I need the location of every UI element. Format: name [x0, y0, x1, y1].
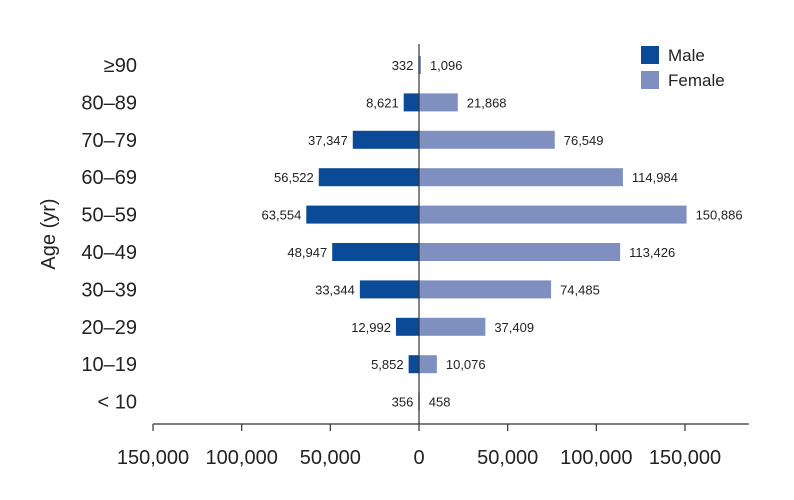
category-label-70-79: 70–79	[81, 130, 137, 152]
category-label--10: < 10	[98, 392, 137, 414]
x-tick-label-2: 50,000	[300, 447, 361, 469]
bar-female--90	[419, 56, 421, 74]
bar-female-50-59	[419, 205, 687, 224]
x-ticks-layer: 150,000 100,000 50,000 0 50,000 100,000 150,00…	[117, 424, 721, 469]
value-label-male-50-59: 63,554	[262, 208, 302, 223]
bar-male-80-89	[403, 93, 419, 112]
x-tick-label-5: 100,000	[560, 447, 632, 469]
x-tick-label-0: 150,000	[117, 447, 189, 469]
category-label--90: ≥90	[104, 55, 137, 77]
value-label-male-60-69: 56,522	[274, 170, 314, 185]
value-label-male-20-29: 12,992	[351, 320, 391, 335]
bar-female-30-39	[419, 280, 552, 299]
x-tick-label-1: 100,000	[206, 447, 278, 469]
x-tick-label-4: 50,000	[477, 447, 538, 469]
bar-male-50-59	[306, 205, 419, 224]
bar-female-70-79	[419, 130, 555, 149]
value-label-male--90: 332	[392, 58, 414, 73]
legend-swatch-male	[641, 46, 659, 64]
category-label-20-29: 20–29	[81, 317, 137, 339]
bar-male-10-19	[408, 355, 419, 374]
category-labels-layer: < 10 10–19 20–29 30–39 40–49 50–59 60–69 70–79 8…	[81, 55, 137, 414]
legend: Male Female	[641, 46, 725, 90]
value-label-male--10: 356	[392, 395, 414, 410]
value-label-male-30-39: 33,344	[315, 282, 355, 297]
bar-female-10-19	[419, 355, 437, 374]
bar-female-60-69	[419, 168, 623, 187]
value-label-female-50-59: 150,886	[696, 208, 743, 223]
value-label-female-60-69: 114,984	[632, 170, 678, 185]
y-axis-label: Age (yr)	[38, 198, 60, 269]
value-label-male-40-49: 48,947	[287, 245, 327, 260]
legend-label-female: Female	[668, 71, 725, 90]
value-label-female-10-19: 10,076	[446, 357, 486, 372]
value-label-female-30-39: 74,485	[560, 282, 600, 297]
category-label-10-19: 10–19	[81, 354, 137, 376]
value-label-female-80-89: 21,868	[467, 95, 507, 110]
value-label-female-40-49: 113,426	[629, 245, 675, 260]
value-label-female-20-29: 37,409	[494, 320, 534, 335]
category-label-30-39: 30–39	[81, 279, 137, 301]
bar-male-40-49	[332, 243, 419, 261]
value-labels-layer: 356 458 5,852 10,076 12,992 37,409 33,344 74,48…	[262, 58, 743, 410]
x-tick-label-3: 0	[413, 447, 424, 469]
category-label-50-59: 50–59	[81, 205, 137, 227]
value-label-female--10: 458	[429, 395, 451, 410]
legend-label-male: Male	[668, 46, 705, 65]
value-label-male-80-89: 8,621	[366, 95, 399, 110]
bar-female-20-29	[419, 317, 486, 336]
legend-swatch-female	[641, 71, 659, 89]
category-label-40-49: 40–49	[81, 242, 137, 264]
value-label-female-70-79: 76,549	[564, 133, 604, 148]
bar-male-30-39	[359, 280, 419, 299]
x-tick-label-6: 150,000	[649, 447, 721, 469]
bar-male-20-29	[395, 317, 419, 336]
value-label-male-70-79: 37,347	[308, 133, 348, 148]
category-label-80-89: 80–89	[81, 92, 137, 114]
value-label-male-10-19: 5,852	[371, 357, 404, 372]
bar-female-80-89	[419, 93, 458, 112]
category-label-60-69: 60–69	[81, 167, 137, 189]
value-label-female--90: 1,096	[430, 58, 463, 73]
bar-female-40-49	[419, 243, 621, 261]
bars-layer	[306, 56, 687, 411]
bar-male-70-79	[352, 130, 419, 149]
bar-male-60-69	[318, 168, 419, 187]
